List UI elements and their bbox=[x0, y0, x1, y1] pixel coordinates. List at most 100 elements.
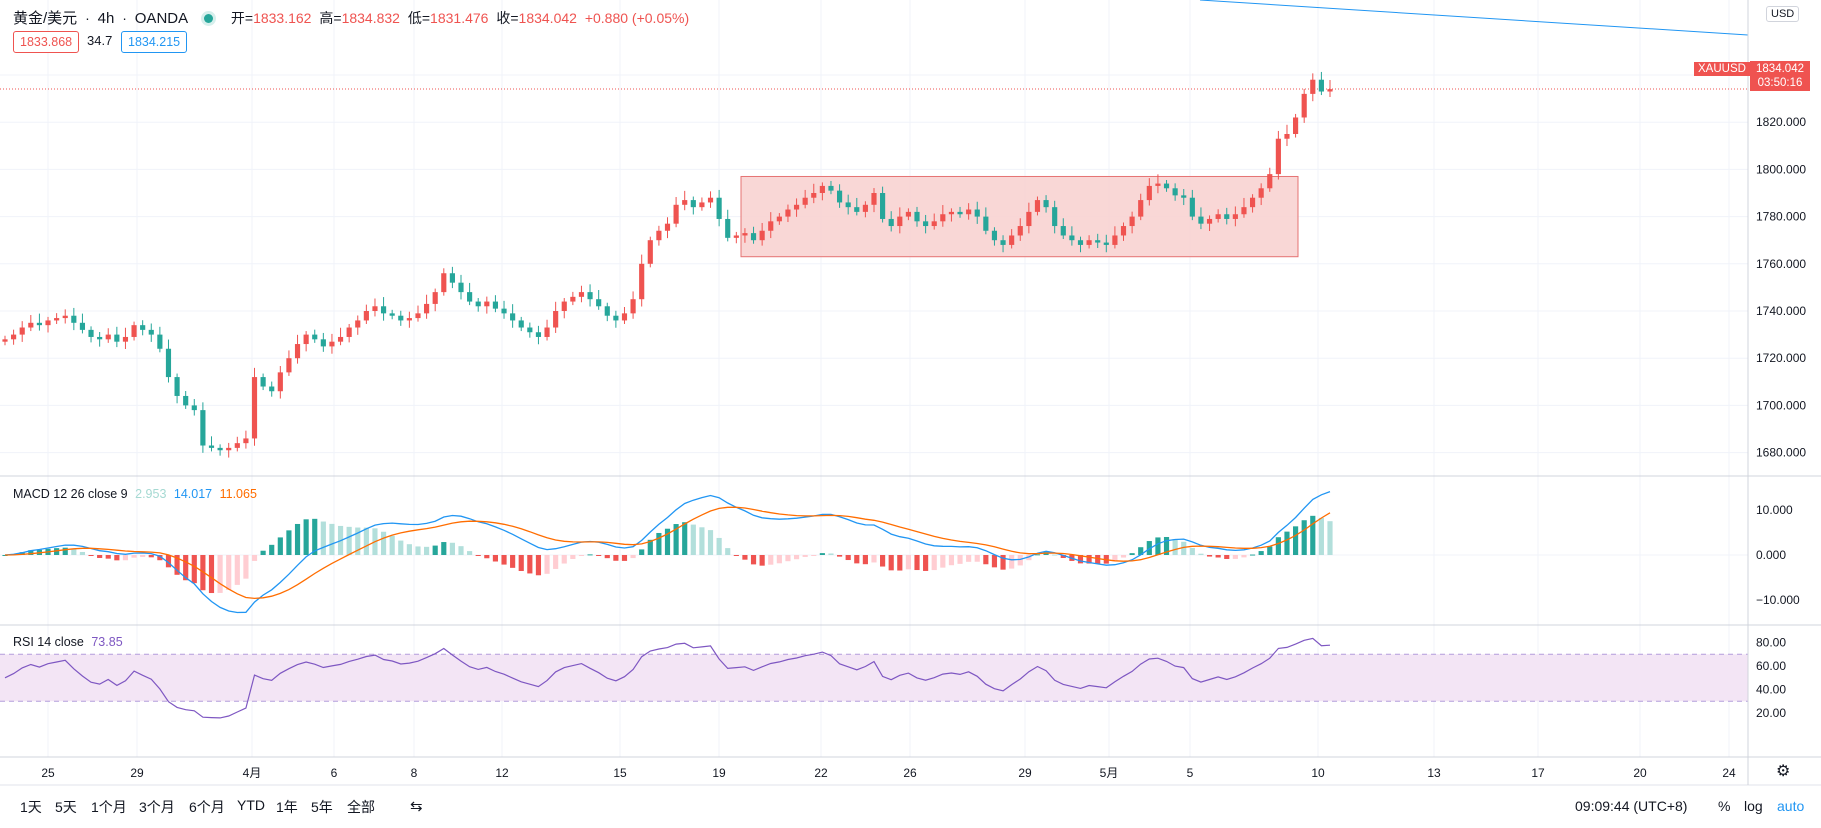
time-tick-label: 29 bbox=[1018, 766, 1032, 780]
candle-body bbox=[914, 211, 920, 222]
footer-clock[interactable]: 09:09:44 (UTC+8) bbox=[1575, 798, 1688, 814]
range-button-2[interactable]: 1个月 bbox=[91, 799, 127, 815]
time-tick-label: 15 bbox=[613, 766, 627, 780]
legend-header: 黄金/美元 · 4h · OANDA 开=1833.162 高=1834.832… bbox=[13, 10, 690, 27]
percent-toggle[interactable]: % bbox=[1718, 798, 1731, 814]
macd-hist-bar bbox=[1172, 539, 1178, 555]
candle-body bbox=[656, 230, 662, 241]
macd-hist-bar bbox=[690, 524, 696, 555]
candle-body bbox=[79, 322, 86, 330]
candle-body bbox=[690, 200, 696, 208]
symbol-tag: XAUUSD bbox=[1694, 62, 1750, 76]
macd-hist-bar bbox=[1327, 521, 1333, 555]
macd-hist-bar bbox=[914, 555, 920, 571]
candle-body bbox=[819, 185, 825, 193]
goto-date-icon[interactable]: ⇆ bbox=[410, 798, 423, 815]
range-button-8[interactable]: 全部 bbox=[347, 799, 375, 815]
last-price-tag: 1834.042 03:50:16 bbox=[1750, 61, 1810, 91]
macd-hist-bar bbox=[389, 535, 395, 555]
candle-body bbox=[432, 292, 438, 304]
macd-hist-bar bbox=[320, 521, 326, 555]
macd-hist-bar bbox=[613, 555, 619, 561]
macd-hist-bar bbox=[707, 530, 714, 555]
candle-body bbox=[1017, 226, 1023, 236]
range-button-4[interactable]: 6个月 bbox=[189, 799, 225, 815]
range-button-5[interactable]: YTD bbox=[237, 797, 265, 813]
macd-hist-bar bbox=[441, 542, 447, 555]
ask-price-box[interactable]: 1834.215 bbox=[121, 31, 188, 53]
macd-title: MACD 12 26 close 9 bbox=[13, 487, 128, 501]
candle-body bbox=[346, 327, 352, 337]
macd-hist-bar bbox=[587, 554, 593, 556]
spread-value: 34.7 bbox=[87, 33, 113, 48]
macd-hist-bar bbox=[105, 555, 111, 559]
macd-hist-bar bbox=[656, 532, 662, 555]
macd-hist-bar bbox=[1232, 555, 1238, 559]
candle-body bbox=[1069, 235, 1075, 241]
macd-hist-bar bbox=[518, 555, 524, 572]
macd-signal-line bbox=[4, 506, 1331, 600]
currency-badge[interactable]: USD bbox=[1766, 6, 1800, 22]
macd-hist-bar bbox=[1052, 554, 1058, 556]
price-tick-label: 1780.000 bbox=[1756, 210, 1806, 224]
macd-hist-bar bbox=[828, 553, 834, 555]
time-tick-label: 8 bbox=[411, 766, 418, 780]
rsi-tick-label: 40.00 bbox=[1756, 683, 1786, 697]
range-button-7[interactable]: 5年 bbox=[311, 799, 333, 815]
macd-hist-bar bbox=[501, 555, 507, 565]
candle-body bbox=[1215, 214, 1221, 219]
candle-body bbox=[828, 185, 834, 191]
candle-body bbox=[1181, 195, 1187, 198]
candle-body bbox=[682, 200, 688, 205]
candle-body bbox=[897, 216, 903, 227]
bid-price-box[interactable]: 1833.868 bbox=[13, 31, 80, 53]
candle-body bbox=[251, 377, 258, 439]
price-tick-label: 1740.000 bbox=[1756, 304, 1806, 318]
macd-hist-bar bbox=[819, 553, 825, 555]
log-toggle[interactable]: log bbox=[1744, 798, 1763, 814]
macd-line bbox=[4, 490, 1331, 614]
macd-hist-bar bbox=[561, 555, 567, 564]
macd-hist-bar bbox=[269, 544, 275, 555]
candle-body bbox=[613, 315, 619, 321]
macd-hist-bar bbox=[355, 527, 361, 555]
macd-hist-bar bbox=[682, 522, 688, 555]
symbol-name[interactable]: 黄金/美元 bbox=[13, 10, 78, 27]
macd-hist-bar bbox=[664, 528, 671, 555]
candle-body bbox=[449, 273, 455, 283]
macd-hist-bar bbox=[974, 555, 980, 562]
candle-body bbox=[174, 377, 180, 396]
candle-body bbox=[535, 332, 542, 337]
auto-toggle[interactable]: auto bbox=[1777, 798, 1805, 814]
range-button-1[interactable]: 5天 bbox=[55, 799, 77, 815]
candle-body bbox=[54, 318, 60, 321]
interval-label[interactable]: 4h bbox=[97, 10, 115, 27]
candle-body bbox=[1060, 226, 1066, 236]
macd-hist-bar bbox=[251, 555, 258, 561]
candle-body bbox=[441, 273, 447, 293]
macd-hist-bar bbox=[1301, 520, 1307, 555]
range-button-3[interactable]: 3个月 bbox=[139, 799, 175, 815]
low-value: 1831.476 bbox=[430, 10, 489, 26]
candle-body bbox=[260, 377, 266, 387]
macd-hist-bar bbox=[346, 526, 352, 555]
time-tick-label: 12 bbox=[495, 766, 509, 780]
candle-body bbox=[725, 218, 731, 238]
macd-hist-bar bbox=[1112, 555, 1118, 562]
macd-hist-bar bbox=[570, 555, 576, 559]
candle-body bbox=[768, 221, 774, 231]
macd-hist-bar bbox=[957, 555, 963, 564]
candle-body bbox=[140, 325, 146, 330]
macd-hist-bar bbox=[467, 551, 473, 555]
settings-gear-icon[interactable]: ⚙ bbox=[1776, 763, 1791, 780]
range-button-0[interactable]: 1天 bbox=[20, 799, 42, 815]
candle-body bbox=[948, 211, 955, 215]
range-button-6[interactable]: 1年 bbox=[276, 799, 298, 815]
candle-body bbox=[277, 372, 283, 392]
candle-body bbox=[165, 348, 172, 378]
macd-hist-bar bbox=[329, 523, 335, 555]
candle-body bbox=[1249, 197, 1256, 208]
broker-label: OANDA bbox=[134, 10, 189, 27]
candle-body bbox=[380, 306, 387, 314]
